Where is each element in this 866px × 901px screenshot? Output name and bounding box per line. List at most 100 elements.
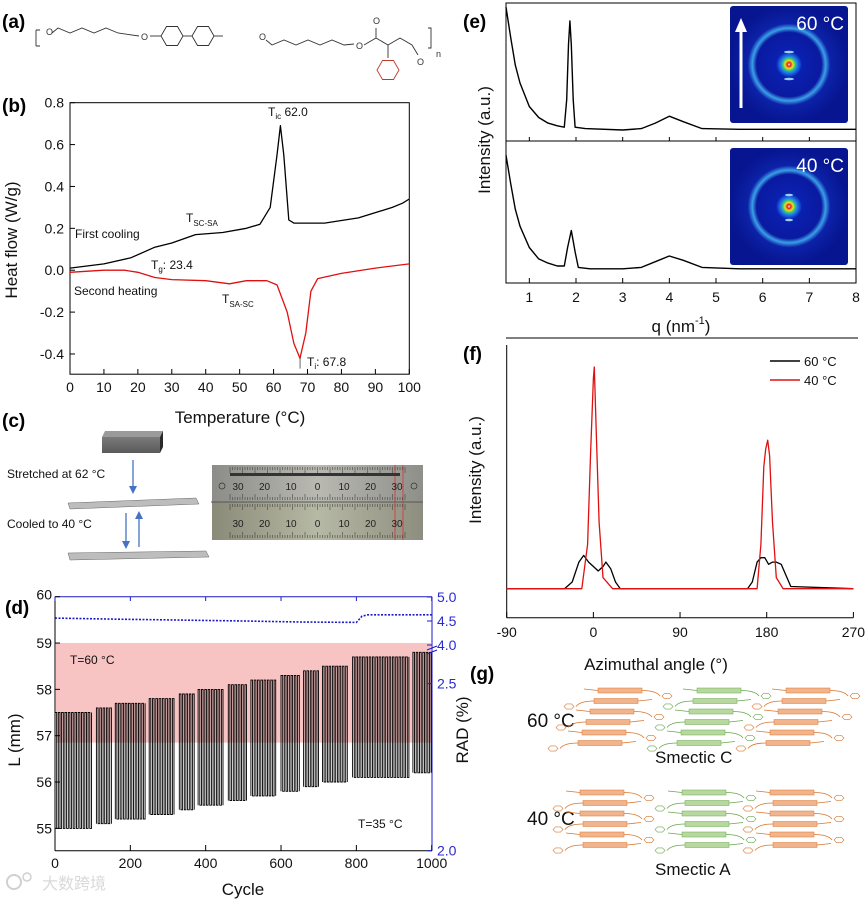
atom-o: O <box>417 57 424 67</box>
phenyl-ring <box>160 26 184 46</box>
spacer-chain <box>666 844 686 851</box>
plot-frame <box>505 2 857 284</box>
backbone-chain <box>728 720 744 723</box>
spacer-chain <box>740 690 760 697</box>
x-tick-label: 10 <box>96 379 112 395</box>
spacer-chain <box>623 834 643 841</box>
spacer-chain <box>725 813 745 820</box>
phenyl-ring-icon <box>653 714 665 720</box>
phenyl-ring-icon <box>643 795 655 801</box>
spacer-chain <box>559 742 579 749</box>
mesogen-rod <box>582 821 628 827</box>
backbone-chain <box>728 822 744 825</box>
ruler-number: 30 <box>232 519 244 530</box>
spacer-chain <box>829 690 849 697</box>
mesogen-rod <box>589 708 635 715</box>
panel-b-dsc-chart: (b) Heat flow (W/g) Temperature (°C) Fir… <box>2 95 421 427</box>
y-tick-label: 56 <box>36 774 52 790</box>
sample-block-side <box>160 431 163 453</box>
ruler-number: 0 <box>315 482 321 493</box>
y2-axis-label: RAD (%) <box>453 696 472 763</box>
length-oscillation <box>250 679 277 797</box>
series-first-cooling <box>69 125 410 269</box>
x-tick-label: 7 <box>805 289 813 305</box>
backbone-chain <box>565 790 581 793</box>
x-tick-label: 20 <box>130 379 146 395</box>
phenyl-ring-icon <box>735 745 747 752</box>
phenyl-ring-icon <box>744 735 756 741</box>
backbone-chain <box>626 822 642 825</box>
y-tick-label: -0.4 <box>40 346 64 362</box>
y-axis-label: Heat flow (W/g) <box>2 181 21 298</box>
length-oscillation <box>280 675 300 792</box>
ruler-hole <box>410 482 418 490</box>
length-oscillation <box>148 698 175 815</box>
x-tick-label: 100 <box>398 379 422 395</box>
mesogen-rod <box>769 789 815 796</box>
backbone-chain <box>621 741 637 744</box>
panel-a-label: (a) <box>2 12 25 33</box>
ruler-number: 30 <box>391 519 403 530</box>
phenyl-ring-icon <box>833 735 845 741</box>
panel-g-label: (g) <box>470 664 494 685</box>
backbone-chain <box>583 688 599 691</box>
phenyl-ring-icon <box>742 826 754 833</box>
backbone-chain <box>626 801 642 804</box>
ruler-number: 20 <box>259 519 271 530</box>
y2-tick-label: 4.5 <box>437 613 457 629</box>
panel-d-label: (d) <box>5 598 29 619</box>
backbone-chain <box>575 709 591 712</box>
saxs-reflection <box>785 193 793 197</box>
cooled-strip <box>67 550 210 561</box>
x-tick-label: 30 <box>164 379 180 395</box>
mesogen-rod <box>585 719 631 725</box>
panel-a: (a) O O O O O O n <box>2 12 441 80</box>
mesogen-rod <box>772 821 818 827</box>
phenyl-ring-icon <box>552 847 564 854</box>
phenyl-ring-icon <box>654 724 666 731</box>
annotation-tic: Tic 62.0 <box>268 105 308 121</box>
ester-backbone <box>363 28 419 56</box>
series-second-heating <box>69 263 410 359</box>
mesogen-rod <box>772 800 818 806</box>
x-tick-label: 90 <box>672 624 688 640</box>
mesogen-rod <box>696 687 742 694</box>
x-tick-label: 2 <box>572 289 580 305</box>
panel-e-label: (e) <box>463 12 486 33</box>
x-tick-label: 270 <box>842 624 866 640</box>
backbone-chain <box>755 811 771 814</box>
panel-f-label: (f) <box>463 344 482 365</box>
watermark-logo <box>6 874 22 890</box>
mesogen-rod <box>777 708 823 715</box>
panel-d-cycling-chart: (d) L (mm) RAD (%) Cycle T=60 °C T=35 °C 5… <box>5 587 472 899</box>
spacer-chain <box>725 792 745 799</box>
phenyl-ring-icon <box>547 745 559 752</box>
ruler-photo: 30 30 20 20 10 10 0 0 10 10 20 20 30 30 <box>211 465 423 540</box>
phenyl-ring-icon <box>563 703 575 710</box>
phenyl-ring-icon <box>742 805 754 812</box>
x-tick-label: 1 <box>525 289 533 305</box>
mesogen-rod <box>582 842 628 848</box>
phenyl-ring-icon <box>833 816 845 822</box>
watermark: 大数跨境 <box>6 872 106 893</box>
y-axis-label: Intensity (a.u.) <box>466 416 485 524</box>
mesogen-rod <box>582 800 628 806</box>
phenyl-ring-icon <box>752 714 764 720</box>
mesogen-rod <box>769 729 815 736</box>
temp-label-40c: 40 °C <box>527 809 575 830</box>
x-tick-label: 180 <box>755 624 779 640</box>
backbone-chain <box>667 790 683 793</box>
saxs-reflection <box>784 50 794 54</box>
mesogen-rod <box>579 789 625 796</box>
spacer-chain <box>625 732 645 739</box>
band-label-low: T=35 °C <box>358 817 403 831</box>
legend-second-heating: Second heating <box>74 284 157 298</box>
x-axis-label: q (nm-1) <box>652 315 711 336</box>
spacer-chain <box>666 802 686 809</box>
mesogen-rod <box>676 740 722 746</box>
axis-break-icon <box>426 645 438 655</box>
y-axis-label: Intensity (a.u.) <box>475 86 494 194</box>
y-tick-label: 0.8 <box>45 95 65 111</box>
backbone-chain <box>682 688 698 691</box>
